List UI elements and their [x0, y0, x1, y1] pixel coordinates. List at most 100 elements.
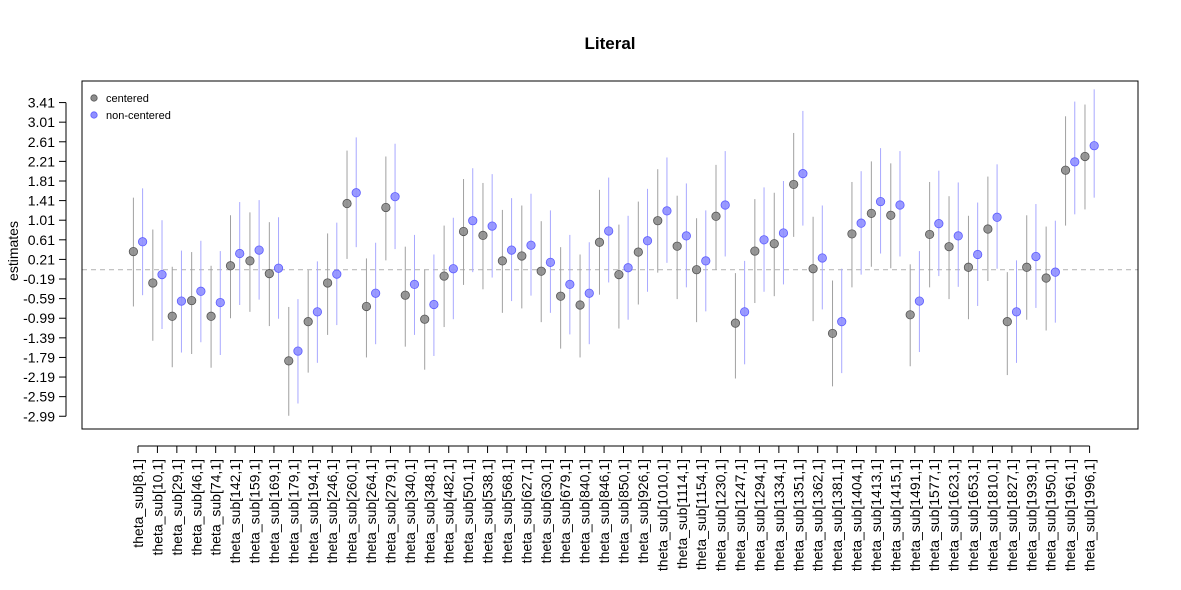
data-point [769, 239, 779, 249]
data-point [196, 286, 206, 296]
data-point [565, 279, 575, 290]
data-point [400, 290, 410, 300]
data-point [206, 311, 216, 321]
data-point [914, 296, 925, 306]
data-point [992, 212, 1002, 222]
y-tick-label: 3.41 [28, 95, 55, 111]
data-point [691, 265, 702, 275]
data-point [963, 262, 974, 272]
data-point [827, 328, 838, 339]
x-tick-label: theta_sub[840,1] [577, 459, 593, 563]
data-point [604, 226, 614, 236]
y-tick-label: 1.41 [28, 193, 55, 209]
series-0 [128, 104, 1090, 416]
data-point [973, 249, 983, 260]
data-point [847, 229, 857, 239]
x-tick-label: theta_sub[179,1] [285, 459, 301, 563]
data-point [925, 229, 935, 240]
data-point [138, 237, 148, 247]
legend-label: non-centered [106, 110, 171, 122]
x-tick-label: theta_sub[10,1] [149, 459, 165, 556]
y-tick-label: 0.21 [28, 251, 55, 267]
data-point [1050, 267, 1060, 277]
plot-area [82, 89, 1138, 416]
data-point [361, 301, 372, 312]
x-tick-label: theta_sub[1939,1] [1023, 459, 1039, 571]
x-tick-label: theta_sub[630,1] [538, 459, 554, 563]
x-tick-label: theta_sub[1491,1] [907, 459, 923, 571]
data-point [487, 221, 497, 231]
data-point [439, 271, 449, 281]
x-tick-label: theta_sub[1351,1] [790, 459, 806, 571]
x-tick-label: theta_sub[1247,1] [732, 459, 748, 571]
x-tick-label: theta_sub[46,1] [188, 459, 204, 556]
data-point [662, 206, 672, 216]
data-point [740, 307, 750, 317]
y-tick-label: 1.81 [28, 173, 55, 189]
data-point [381, 202, 391, 213]
data-point [458, 226, 469, 237]
x-tick-label: theta_sub[340,1] [402, 459, 418, 563]
data-point [886, 210, 896, 220]
data-point [623, 263, 633, 273]
x-tick-label: theta_sub[1381,1] [829, 459, 845, 571]
data-point [575, 300, 585, 310]
data-point [817, 253, 827, 263]
data-point [342, 198, 352, 209]
data-point [264, 269, 274, 279]
data-point [778, 228, 789, 238]
x-tick-label: theta_sub[627,1] [518, 459, 534, 563]
x-tick-label: theta_sub[926,1] [635, 459, 651, 563]
x-tick-label: theta_sub[1950,1] [1043, 459, 1059, 571]
y-tick-label: 3.01 [28, 114, 55, 130]
data-point [808, 264, 818, 274]
data-point [1089, 141, 1099, 151]
data-point [953, 231, 963, 241]
data-point [672, 241, 682, 251]
data-point [351, 188, 361, 198]
x-tick-label: theta_sub[279,1] [382, 459, 398, 563]
data-point [254, 245, 264, 255]
legend-marker [90, 111, 98, 119]
data-point [506, 245, 517, 255]
data-point [934, 219, 944, 229]
plot-frame [81, 80, 1139, 430]
y-tick-label: -2.59 [23, 389, 55, 405]
x-tick-label: theta_sub[1334,1] [771, 459, 787, 571]
data-point [526, 240, 536, 250]
legend-marker [90, 94, 98, 102]
x-tick-label: theta_sub[264,1] [363, 459, 379, 563]
x-tick-label: theta_sub[538,1] [480, 459, 496, 563]
x-tick-label: theta_sub[482,1] [441, 459, 457, 563]
x-tick-label: theta_sub[1810,1] [984, 459, 1000, 571]
data-point [759, 235, 769, 245]
data-point [187, 295, 197, 306]
y-axis: -2.99 -2.59 -2.19 -1.79 -1.39 -0.99 -0.59 -0.19… [23, 95, 67, 424]
data-point [312, 307, 322, 317]
x-tick-label: theta_sub[74,1] [208, 459, 224, 556]
data-point [856, 218, 866, 228]
x-tick-label: theta_sub[501,1] [460, 459, 476, 563]
y-tick-label: -2.19 [23, 369, 55, 385]
data-point [235, 248, 245, 259]
series-1 [138, 89, 1099, 404]
y-tick-label: 2.21 [28, 153, 55, 169]
data-point [478, 230, 488, 240]
y-tick-label: -2.99 [23, 408, 55, 424]
data-point [633, 247, 643, 257]
data-point [1002, 317, 1012, 327]
x-tick-label: theta_sub[29,1] [169, 459, 185, 556]
x-tick-label: theta_sub[1114,1] [674, 459, 690, 569]
data-point [720, 200, 730, 210]
data-point [497, 256, 507, 266]
y-tick-label: -1.79 [23, 349, 55, 365]
data-point [148, 278, 158, 288]
data-point [983, 224, 993, 234]
data-point [1070, 157, 1080, 167]
data-point [420, 314, 430, 324]
data-point [642, 236, 653, 246]
x-tick-label: theta_sub[1413,1] [868, 459, 884, 571]
data-point [536, 266, 546, 276]
x-tick-label: theta_sub[1404,1] [849, 459, 865, 571]
